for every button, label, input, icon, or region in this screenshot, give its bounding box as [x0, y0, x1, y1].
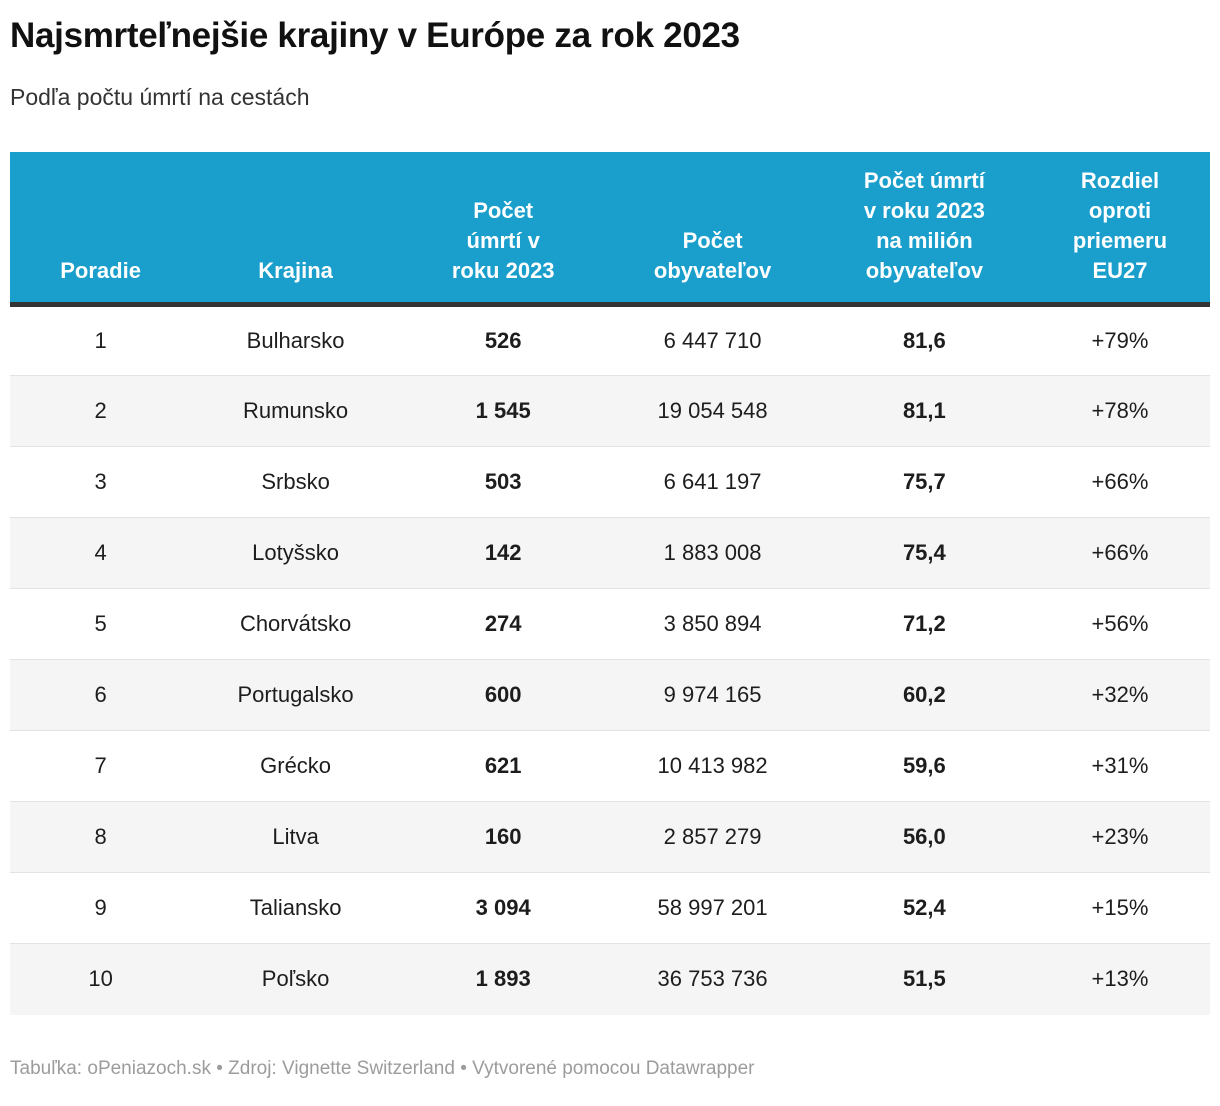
cell-rozdiel-eu27: +13%: [1029, 943, 1210, 1015]
table-row: 3 Srbsko 503 6 641 197 75,7 +66%: [10, 446, 1210, 518]
cell-krajina: Taliansko: [191, 872, 400, 944]
deaths-table: Poradie Krajina Počet úmrtí v roku 2023 …: [10, 152, 1210, 1015]
cell-rozdiel-eu27: +15%: [1029, 872, 1210, 944]
cell-umrti-2023: 142: [399, 517, 607, 589]
table-row: 10 Poľsko 1 893 36 753 736 51,5 +13%: [10, 943, 1210, 1015]
source-link[interactable]: Vignette Switzerland: [282, 1057, 455, 1079]
table-row: 1 Bulharsko 526 6 447 710 81,6 +79%: [10, 305, 1210, 376]
cell-rozdiel-eu27: +32%: [1029, 659, 1210, 731]
cell-umrti-na-milion: 75,4: [818, 517, 1030, 589]
cell-umrti-na-milion: 75,7: [818, 446, 1030, 518]
source-label: Zdroj:: [228, 1057, 277, 1079]
cell-poradie: 2: [10, 375, 192, 447]
page-subtitle: Podľa počtu úmrtí na cestách: [10, 84, 310, 110]
cell-obyvatelia: 36 753 736: [606, 943, 819, 1015]
cell-poradie: 4: [10, 517, 192, 589]
table-row: 4 Lotyšsko 142 1 883 008 75,4 +66%: [10, 517, 1210, 589]
table-row: 6 Portugalsko 600 9 974 165 60,2 +32%: [10, 659, 1210, 731]
cell-umrti-na-milion: 71,2: [818, 588, 1030, 660]
cell-poradie: 9: [10, 872, 192, 944]
cell-poradie: 5: [10, 588, 192, 660]
cell-poradie: 7: [10, 730, 192, 802]
cell-rozdiel-eu27: +31%: [1029, 730, 1210, 802]
cell-umrti-na-milion: 51,5: [818, 943, 1030, 1015]
cell-rozdiel-eu27: +23%: [1029, 801, 1210, 873]
cell-umrti-2023: 274: [399, 588, 607, 660]
cell-krajina: Chorvátsko: [191, 588, 400, 660]
header-row: Poradie Krajina Počet úmrtí v roku 2023 …: [10, 152, 1210, 307]
cell-obyvatelia: 6 641 197: [606, 446, 819, 518]
cell-umrti-2023: 1 545: [399, 375, 607, 447]
table-row: 9 Taliansko 3 094 58 997 201 52,4 +15%: [10, 872, 1210, 944]
col-header-umrti-2023[interactable]: Počet úmrtí v roku 2023: [399, 152, 607, 307]
col-header-obyvatelia[interactable]: Počet obyvateľov: [606, 152, 819, 307]
cell-krajina: Srbsko: [191, 446, 400, 518]
cell-obyvatelia: 6 447 710: [663, 328, 762, 353]
cell-krajina: Bulharsko: [246, 328, 345, 353]
cell-poradie: 10: [10, 943, 192, 1015]
table-row: 2 Rumunsko 1 545 19 054 548 81,1 +78%: [10, 375, 1210, 447]
table-row: 7 Grécko 621 10 413 982 59,6 +31%: [10, 730, 1210, 802]
cell-obyvatelia: 10 413 982: [606, 730, 819, 802]
col-header-poradie[interactable]: Poradie: [10, 152, 192, 307]
datawrapper-link[interactable]: Datawrapper: [645, 1057, 755, 1079]
col-header-krajina[interactable]: Krajina: [191, 152, 400, 307]
cell-obyvatelia: 2 857 279: [606, 801, 819, 873]
table-credit-link[interactable]: oPeniazoch.sk: [87, 1057, 211, 1079]
cell-krajina: Rumunsko: [191, 375, 400, 447]
cell-umrti-2023: 526: [484, 328, 522, 353]
cell-poradie: 6: [10, 659, 192, 731]
cell-obyvatelia: 58 997 201: [606, 872, 819, 944]
cell-poradie: 1: [94, 328, 107, 353]
made-with-label: Vytvorené pomocou: [472, 1057, 641, 1079]
cell-krajina: Grécko: [191, 730, 400, 802]
cell-umrti-na-milion: 52,4: [818, 872, 1030, 944]
cell-poradie: 8: [10, 801, 192, 873]
cell-umrti-2023: 503: [399, 446, 607, 518]
cell-rozdiel-eu27: +66%: [1029, 446, 1210, 518]
cell-umrti-na-milion: 81,6: [902, 328, 946, 353]
cell-umrti-2023: 160: [399, 801, 607, 873]
cell-umrti-2023: 1 893: [399, 943, 607, 1015]
footer-attribution: Tabuľka: oPeniazoch.sk • Zdroj: Vignette…: [10, 1057, 1210, 1081]
cell-rozdiel-eu27: +66%: [1029, 517, 1210, 589]
table-row: 5 Chorvátsko 274 3 850 894 71,2 +56%: [10, 588, 1210, 660]
table-row: 8 Litva 160 2 857 279 56,0 +23%: [10, 801, 1210, 873]
bullet-separator: •: [216, 1057, 223, 1079]
cell-umrti-na-milion: 81,1: [818, 375, 1030, 447]
cell-krajina: Portugalsko: [191, 659, 400, 731]
cell-umrti-2023: 600: [399, 659, 607, 731]
table-credit-label: Tabuľka:: [10, 1057, 83, 1079]
table-header: Poradie Krajina Počet úmrtí v roku 2023 …: [10, 152, 1210, 307]
col-header-rozdiel-eu27[interactable]: Rozdiel oproti priemeru EU27: [1029, 152, 1210, 307]
cell-rozdiel-eu27: +78%: [1029, 375, 1210, 447]
cell-umrti-na-milion: 56,0: [818, 801, 1030, 873]
cell-poradie: 3: [10, 446, 192, 518]
cell-obyvatelia: 1 883 008: [606, 517, 819, 589]
cell-krajina: Litva: [191, 801, 400, 873]
cell-umrti-na-milion: 59,6: [818, 730, 1030, 802]
cell-rozdiel-eu27: +56%: [1029, 588, 1210, 660]
table-body: 1 Bulharsko 526 6 447 710 81,6 +79% 2 Ru…: [10, 305, 1210, 1015]
cell-umrti-2023: 621: [399, 730, 607, 802]
cell-krajina: Poľsko: [191, 943, 400, 1015]
cell-obyvatelia: 3 850 894: [606, 588, 819, 660]
col-header-umrti-na-milion[interactable]: Počet úmrtí v roku 2023 na milión obyvat…: [818, 152, 1030, 307]
cell-umrti-na-milion: 60,2: [818, 659, 1030, 731]
cell-umrti-2023: 3 094: [399, 872, 607, 944]
cell-obyvatelia: 9 974 165: [606, 659, 819, 731]
bullet-separator: •: [460, 1057, 467, 1079]
cell-krajina: Lotyšsko: [191, 517, 400, 589]
cell-rozdiel-eu27: +79%: [1091, 328, 1149, 353]
page-title: Najsmrteľnejšie krajiny v Európe za rok …: [10, 16, 740, 55]
cell-obyvatelia: 19 054 548: [606, 375, 819, 447]
